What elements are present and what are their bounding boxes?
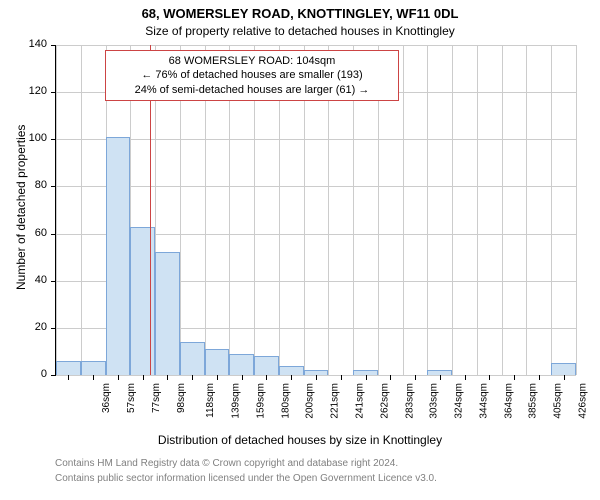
x-tick-mark	[118, 375, 119, 380]
footer-line-1: Contains HM Land Registry data © Crown c…	[55, 458, 398, 469]
x-tick-mark	[192, 375, 193, 380]
histogram-bar	[205, 349, 230, 375]
histogram-bar	[254, 356, 279, 375]
x-tick-mark	[93, 375, 94, 380]
x-tick-mark	[143, 375, 144, 380]
y-tick-label: 140	[29, 38, 47, 50]
x-tick-mark	[440, 375, 441, 380]
x-tick-label: 221sqm	[330, 383, 341, 419]
x-tick-mark	[489, 375, 490, 380]
gridline-v	[403, 45, 404, 375]
gridline-h	[56, 45, 576, 46]
x-tick-mark	[68, 375, 69, 380]
gridline-v	[81, 45, 82, 375]
x-tick-mark	[514, 375, 515, 380]
gridline-v	[526, 45, 527, 375]
gridline-v	[56, 45, 57, 375]
x-tick-mark	[539, 375, 540, 380]
x-tick-label: 57sqm	[126, 383, 137, 413]
footer-line-2: Contains public sector information licen…	[55, 473, 437, 484]
x-tick-label: 303sqm	[429, 383, 440, 419]
x-tick-label: 283sqm	[404, 383, 415, 419]
x-tick-mark	[341, 375, 342, 380]
y-tick-mark	[51, 375, 56, 376]
y-tick-label: 60	[35, 227, 47, 239]
y-tick-label: 40	[35, 274, 47, 286]
x-axis-label: Distribution of detached houses by size …	[0, 433, 600, 447]
x-tick-mark	[564, 375, 565, 380]
x-tick-label: 262sqm	[379, 383, 390, 419]
x-tick-label: 241sqm	[355, 383, 366, 419]
x-tick-label: 77sqm	[151, 383, 162, 413]
gridline-h	[56, 186, 576, 187]
annotation-line-2: ← 76% of detached houses are smaller (19…	[112, 68, 392, 82]
x-tick-mark	[390, 375, 391, 380]
x-tick-label: 344sqm	[478, 383, 489, 419]
gridline-v	[452, 45, 453, 375]
y-tick-label: 20	[35, 321, 47, 333]
x-tick-label: 118sqm	[205, 383, 216, 418]
annotation-line-1: 68 WOMERSLEY ROAD: 104sqm	[112, 54, 392, 68]
gridline-v	[551, 45, 552, 375]
y-tick-label: 100	[29, 132, 47, 144]
histogram-bar	[180, 342, 205, 375]
x-tick-label: 426sqm	[577, 383, 588, 419]
chart-title-sub: Size of property relative to detached ho…	[0, 24, 600, 38]
y-tick-label: 0	[41, 368, 47, 380]
x-tick-mark	[167, 375, 168, 380]
y-tick-label: 120	[29, 85, 47, 97]
gridline-v	[502, 45, 503, 375]
histogram-bar	[130, 227, 155, 376]
x-tick-mark	[266, 375, 267, 380]
x-tick-mark	[291, 375, 292, 380]
x-tick-label: 405sqm	[553, 383, 564, 419]
annotation-line-3: 24% of semi-detached houses are larger (…	[112, 83, 392, 97]
x-tick-mark	[465, 375, 466, 380]
histogram-bar	[279, 366, 304, 375]
chart-title-main: 68, WOMERSLEY ROAD, KNOTTINGLEY, WF11 0D…	[0, 6, 600, 21]
histogram-bar	[106, 137, 131, 375]
x-tick-label: 98sqm	[176, 383, 187, 413]
histogram-bar	[56, 361, 81, 375]
x-tick-mark	[366, 375, 367, 380]
x-tick-label: 139sqm	[231, 383, 242, 419]
x-tick-label: 324sqm	[454, 383, 465, 419]
x-tick-mark	[242, 375, 243, 380]
y-tick-label: 80	[35, 179, 47, 191]
x-tick-label: 36sqm	[101, 383, 112, 413]
x-tick-label: 159sqm	[256, 383, 267, 419]
x-tick-label: 364sqm	[503, 383, 514, 419]
gridline-v	[477, 45, 478, 375]
histogram-bar	[229, 354, 254, 375]
histogram-bar	[155, 252, 180, 375]
gridline-v	[576, 45, 577, 375]
histogram-bar	[551, 363, 576, 375]
x-tick-mark	[415, 375, 416, 380]
x-tick-mark	[316, 375, 317, 380]
x-tick-mark	[217, 375, 218, 380]
y-axis-label: Number of detached properties	[14, 125, 28, 290]
annotation-box: 68 WOMERSLEY ROAD: 104sqm ← 76% of detac…	[105, 50, 399, 101]
chart-container: 68, WOMERSLEY ROAD, KNOTTINGLEY, WF11 0D…	[0, 0, 600, 500]
x-tick-label: 180sqm	[280, 383, 291, 419]
x-tick-label: 200sqm	[305, 383, 316, 419]
gridline-h	[56, 139, 576, 140]
histogram-bar	[81, 361, 106, 375]
gridline-v	[427, 45, 428, 375]
x-tick-label: 385sqm	[528, 383, 539, 419]
